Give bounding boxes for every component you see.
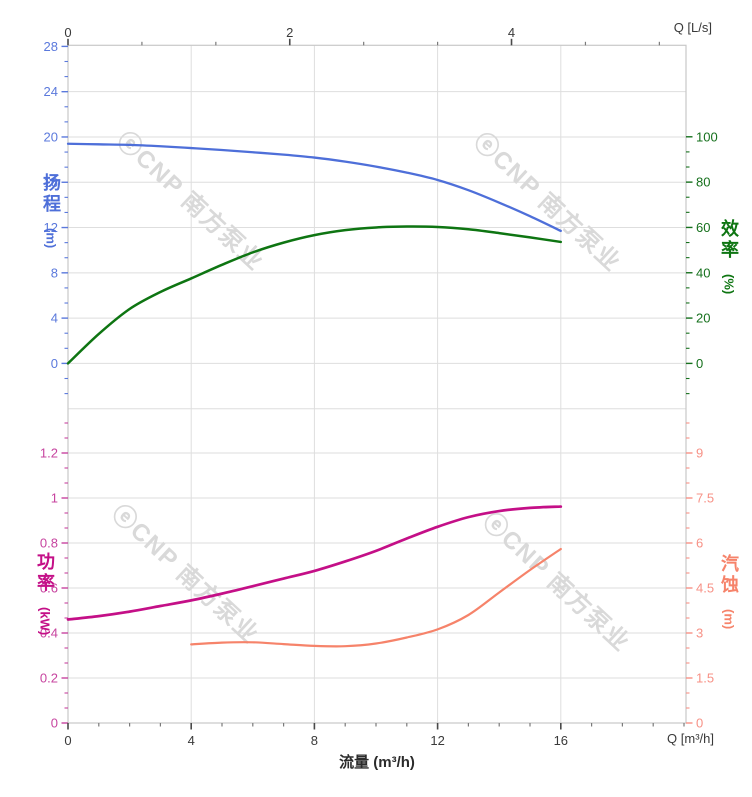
npsh-axis-unit: (m)	[721, 609, 737, 630]
top-axis-unit-label: Q [L/s]	[673, 20, 712, 35]
power-axis-title: 功率 (kW)	[30, 552, 60, 635]
axis-tick-label: 0	[51, 716, 58, 731]
bottom-axis-tick-label: 16	[554, 733, 568, 748]
axis-tick-label: 28	[44, 39, 58, 54]
bottom-axis-tick-label: 4	[188, 733, 195, 748]
axis-tick-label: 24	[44, 84, 58, 99]
axis-tick-label: 100	[696, 129, 718, 144]
watermark-text: ⓔCNP 南方泵业	[106, 499, 264, 649]
bottom-axis-tick-label: 0	[64, 733, 71, 748]
top-axis-tick-label: 4	[508, 25, 515, 40]
efficiency-axis-title: 效率 (%)	[714, 219, 744, 294]
axis-tick-label: 6	[696, 536, 703, 551]
curve-efficiency	[66, 225, 563, 365]
axis-tick-label: 0.6	[40, 581, 58, 596]
axis-tick-label: 3	[696, 626, 703, 641]
power-axis-unit: (kW)	[37, 607, 53, 636]
axis-tick-label: 0	[696, 356, 703, 371]
axis-tick-label: 8	[51, 265, 58, 280]
axis-tick-label: 4.5	[696, 581, 714, 596]
bottom-axis-tick-label: 8	[311, 733, 318, 748]
x-axis-title: 流量 (m³/h)	[339, 754, 415, 771]
efficiency-axis-unit: (%)	[721, 274, 737, 295]
axis-tick-label: 1.2	[40, 446, 58, 461]
axis-tick-label: 7.5	[696, 491, 714, 506]
axis-tick-label: 40	[696, 265, 710, 280]
axis-tick-label: 4	[51, 311, 58, 326]
curve-head	[66, 142, 562, 233]
bottom-axis-tick-label: 12	[430, 733, 444, 748]
axis-tick-label: 20	[696, 311, 710, 326]
axis-tick-label: 0.8	[40, 536, 58, 551]
axis-tick-label: 12	[44, 220, 58, 235]
bottom-axis-unit-label: Q [m³/h]	[667, 731, 714, 746]
watermark-text: ⓔCNP 南方泵业	[477, 507, 635, 657]
axis-tick-label: 0	[696, 716, 703, 731]
npsh-axis-title: 汽蚀 (m)	[714, 554, 744, 629]
axis-tick-label: 0.2	[40, 671, 58, 686]
head-axis-unit: (m)	[43, 228, 59, 249]
axis-tick-label: 60	[696, 220, 710, 235]
power-axis-title-text: 功率	[35, 552, 55, 594]
axis-spine	[67, 44, 687, 724]
axis-tick-label: 20	[44, 129, 58, 144]
axis-tick-label: 9	[696, 446, 703, 461]
axis-tick-label: 0.4	[40, 626, 58, 641]
axis-tick-label: 16	[44, 175, 58, 190]
axis-tick-label: 0	[51, 356, 58, 371]
head-axis-title-text: 扬程	[41, 173, 61, 215]
curve-npsh	[190, 547, 562, 648]
top-axis-tick-label: 2	[286, 25, 293, 40]
watermark-text: ⓔCNP 南方泵业	[468, 127, 626, 277]
axis-tick-label: 1	[51, 491, 58, 506]
head-axis-title: 扬程 (m)	[36, 173, 66, 248]
efficiency-axis-title-text: 效率	[719, 219, 739, 261]
npsh-axis-title-text: 汽蚀	[719, 554, 739, 596]
axis-tick-label: 1.5	[696, 671, 714, 686]
top-axis-tick-label: 0	[64, 25, 71, 40]
curve-power	[66, 505, 563, 621]
axis-tick-label: 80	[696, 175, 710, 190]
